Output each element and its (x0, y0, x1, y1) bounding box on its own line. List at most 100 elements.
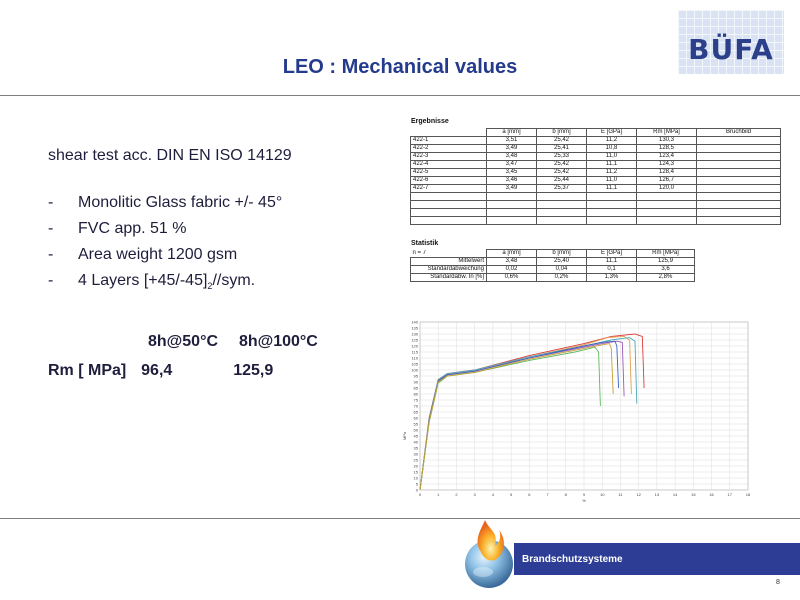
column-header: E [GPa] (586, 249, 637, 258)
stress-strain-chart: 0 1 2 3 4 5 6 7 8 9 10 11 12 13 14 15 16 17 18051015202530… (402, 319, 751, 503)
list-item: - 4 Layers [+45/-45]2//sym. (48, 271, 282, 297)
page-number: 8 (776, 579, 780, 586)
column-header (410, 128, 487, 137)
table-cell: 11,2 (586, 136, 637, 145)
list-item-text: FVC app. 51 % (78, 220, 187, 237)
x-tick-label: 16 (709, 492, 714, 497)
table-cell (486, 192, 537, 201)
table-cell: 11,1 (586, 257, 637, 266)
rm-value-1: 96,4 (141, 362, 173, 379)
table-cell (696, 208, 781, 217)
x-tick-label: 5 (510, 492, 513, 497)
y-tick-label: 55 (414, 421, 419, 426)
column-header: Rm [MPa] (636, 128, 697, 137)
table-row: 422-3 3,48 25,33 11,0 123,4 (410, 152, 781, 161)
table-cell: 128,5 (636, 144, 697, 153)
y-tick-label: 85 (414, 385, 419, 390)
column-header: b [mm] (536, 128, 587, 137)
table-cell (636, 208, 697, 217)
table-cell (486, 216, 537, 225)
y-tick-label: 140 (411, 319, 418, 324)
specimen-id (410, 208, 487, 217)
y-tick-label: 10 (414, 475, 419, 480)
table-cell (696, 216, 781, 225)
table-row: Mittelwert 3,48 25,40 11,1 125,9 (410, 257, 695, 266)
x-axis-label: % (582, 498, 586, 503)
table-cell: 3,48 (486, 257, 537, 266)
y-tick-label: 65 (414, 409, 419, 414)
y-tick-label: 60 (414, 415, 419, 420)
table-cell: 11,1 (586, 184, 637, 193)
x-tick-label: 6 (528, 492, 531, 497)
table-cell: 128,4 (636, 168, 697, 177)
list-item: - Area weight 1200 gsm (48, 245, 282, 271)
table-cell: 0,1 (586, 265, 637, 274)
results-table-body: 422-1 3,51 25,42 11,2 130,3 422-2 3,49 25,41 10,… (410, 136, 781, 225)
table-cell: 10,8 (586, 144, 637, 153)
table-cell (586, 192, 637, 201)
table-row: 422-1 3,51 25,42 11,2 130,3 (410, 136, 781, 145)
results-title: Ergebnisse (411, 118, 449, 125)
table-cell: 124,3 (636, 160, 697, 169)
table-cell (636, 200, 697, 209)
table-cell: 123,4 (636, 152, 697, 161)
logo-grid-pattern (678, 10, 784, 74)
statistic-label: Mittelwert (410, 257, 487, 266)
table-cell: 3,47 (486, 160, 537, 169)
x-tick-label: 15 (691, 492, 696, 497)
table-row (410, 200, 781, 209)
specimen-id: 422-2 (410, 144, 487, 153)
x-tick-label: 0 (419, 492, 422, 497)
y-tick-label: 0 (416, 487, 419, 492)
table-cell (636, 216, 697, 225)
x-tick-label: 18 (746, 492, 751, 497)
x-tick-label: 17 (728, 492, 733, 497)
table-cell: 3,49 (486, 184, 537, 193)
y-tick-label: 105 (411, 361, 418, 366)
footer-divider (0, 518, 800, 519)
table-row: Standardabweichung 0,02 0,04 0,1 3,6 (410, 265, 695, 274)
x-tick-label: 3 (474, 492, 477, 497)
x-tick-label: 10 (600, 492, 605, 497)
list-item: - FVC app. 51 % (48, 219, 282, 245)
table-cell (536, 200, 587, 209)
column-header: b [mm] (536, 249, 587, 258)
y-tick-label: 5 (416, 481, 419, 486)
y-tick-label: 120 (411, 343, 418, 348)
x-tick-label: 14 (673, 492, 678, 497)
rm-label: Rm [ MPa] (48, 362, 127, 379)
table-cell (486, 200, 537, 209)
x-tick-label: 12 (636, 492, 641, 497)
table-row: 422-2 3,49 25,41 10,8 128,5 (410, 144, 781, 153)
x-tick-label: 7 (546, 492, 549, 497)
table-cell (536, 192, 587, 201)
x-tick-label: 2 (455, 492, 458, 497)
table-cell (536, 216, 587, 225)
list-item-text: Monolitic Glass fabric +/- 45° (78, 194, 283, 211)
table-cell (536, 208, 587, 217)
table-cell (586, 208, 637, 217)
specimen-id (410, 200, 487, 209)
list-item-text: 4 Layers [+45/-45] (78, 272, 208, 289)
table-cell: 25,33 (536, 152, 587, 161)
table-cell (696, 160, 781, 169)
table-cell: 0,02 (486, 265, 537, 274)
bullet-dash: - (48, 194, 54, 211)
table-row: 422-5 3,45 25,42 11,2 128,4 (410, 168, 781, 177)
bufa-logo: BÜFA (678, 10, 784, 74)
column-header: Bruchbild (696, 128, 781, 137)
x-tick-label: 4 (492, 492, 495, 497)
x-tick-label: 11 (618, 492, 623, 497)
table-cell: 3,48 (486, 152, 537, 161)
y-tick-label: 70 (414, 403, 419, 408)
table-cell: 25,37 (536, 184, 587, 193)
y-tick-label: 130 (411, 331, 418, 336)
n-count: n = 7 (410, 249, 487, 258)
column-header: a [mm] (486, 249, 537, 258)
table-cell: 120,0 (636, 184, 697, 193)
column-header: E [GPa] (586, 128, 637, 137)
y-tick-label: 40 (414, 439, 419, 444)
table-cell: 2,8% (636, 273, 695, 282)
specimen-id (410, 192, 487, 201)
y-tick-label: 115 (412, 349, 419, 354)
